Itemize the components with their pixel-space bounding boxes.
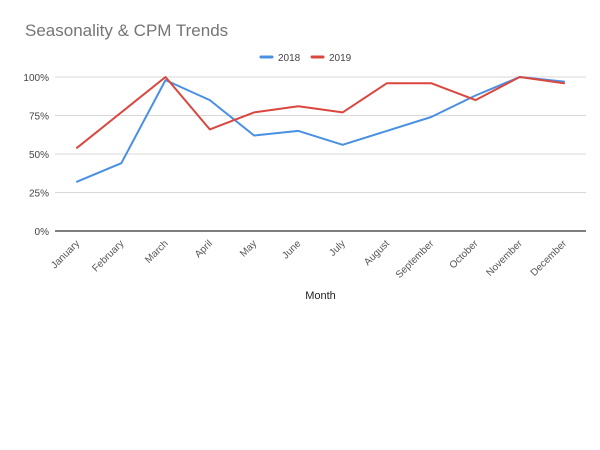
data-point-2019 [518, 76, 521, 79]
data-point-2019 [253, 111, 256, 114]
legend-label: 2019 [329, 53, 352, 64]
x-tick-label: November [484, 238, 525, 279]
x-axis-label: Month [305, 290, 336, 302]
x-tick-label: December [529, 238, 570, 279]
data-point-2018 [120, 162, 123, 165]
data-point-2019 [385, 82, 388, 85]
data-point-2019 [430, 82, 433, 85]
x-tick-label: September [394, 238, 437, 281]
y-tick-label: 25% [29, 189, 49, 200]
data-point-2018 [253, 134, 256, 137]
data-point-2018 [474, 94, 477, 97]
data-point-2019 [297, 105, 300, 108]
x-tick-label: April [193, 238, 215, 260]
x-tick-label: May [238, 238, 259, 259]
data-point-2019 [164, 76, 167, 79]
data-point-2019 [208, 128, 211, 131]
data-point-2019 [474, 99, 477, 102]
data-point-2019 [76, 146, 79, 149]
y-tick-label: 0% [35, 227, 50, 238]
x-tick-label: October [448, 238, 481, 271]
y-tick-label: 50% [29, 150, 49, 161]
legend-label: 2018 [278, 53, 301, 64]
y-tick-label: 100% [23, 73, 49, 84]
data-point-2018 [385, 129, 388, 132]
x-tick-label: June [280, 238, 303, 261]
series-line-2018 [76, 76, 565, 183]
x-tick-label: January [49, 238, 82, 271]
series-line-2019 [76, 76, 565, 149]
data-point-2019 [341, 111, 344, 114]
data-point-2019 [120, 111, 123, 114]
data-point-2018 [76, 180, 79, 183]
x-tick-label: February [90, 238, 126, 274]
x-tick-label: July [327, 238, 347, 258]
x-tick-label: March [143, 238, 170, 265]
data-point-2018 [430, 116, 433, 119]
data-point-2018 [341, 143, 344, 146]
chart-title: Seasonality & CPM Trends [25, 21, 229, 40]
x-tick-label: August [362, 238, 392, 268]
y-tick-label: 75% [29, 112, 49, 123]
data-point-2018 [208, 99, 211, 102]
data-point-2018 [297, 129, 300, 132]
data-point-2019 [563, 82, 566, 85]
